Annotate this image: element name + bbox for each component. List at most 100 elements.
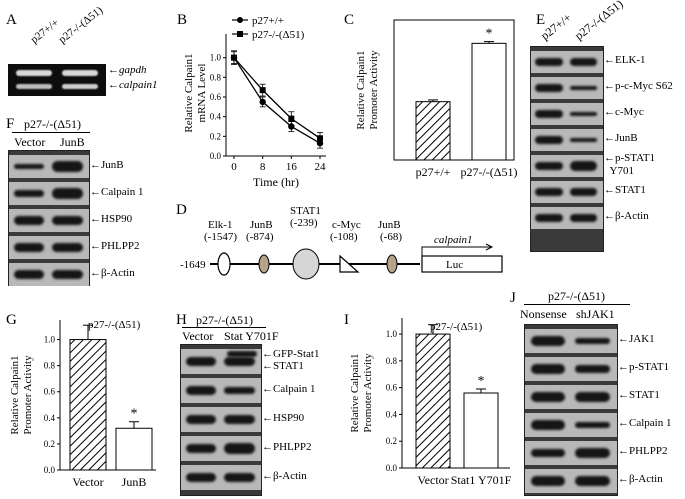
panel-j-strip-5	[525, 441, 617, 465]
panel-e-strip-6	[531, 181, 603, 203]
panel-j-blot	[524, 324, 618, 496]
panel-f-band-3-1	[13, 215, 45, 226]
panel-e-band-4-1	[535, 136, 563, 144]
panel-i-ylabel-1: Relative Calpain1	[349, 353, 361, 432]
panel-label-i: I	[344, 312, 349, 328]
panel-label-j: J	[510, 290, 516, 306]
panel-b-legend-1: p27+/+	[252, 15, 284, 27]
panel-e-label-5: ←p-STAT1	[604, 152, 656, 164]
elk1-site	[217, 252, 231, 276]
panel-e-strip-2	[531, 77, 603, 99]
panel-g-bar-1	[69, 339, 107, 471]
panel-f-band-4-2	[52, 242, 83, 253]
panel-e-label-3: ←c-Myc	[604, 106, 644, 118]
panel-j-band-5-1	[530, 448, 566, 458]
panel-c-category-2: p27-/-(Δ51)	[460, 165, 517, 179]
panel-j-strip-6	[525, 469, 617, 493]
panel-c-ylabel-2: Promoter Activity	[368, 50, 380, 130]
panel-b-ytick-3: 0.6	[210, 92, 222, 102]
panel-b-line-chart: 0.0 0.2 0.4 0.6 0.8 1.0 0 8 16 24 Time (hr) Relativ…	[183, 15, 326, 189]
panel-g-ylabel-2: Promoter Activity	[22, 355, 34, 435]
panel-h-header: p27-/-(Δ51)	[196, 313, 254, 327]
panel-j-strip-1	[525, 329, 617, 353]
panel-f-band-3-2	[52, 215, 83, 226]
panel-b-ytick-4: 0.8	[210, 72, 222, 82]
panel-f-label-3: ←HSP90	[90, 212, 133, 225]
panel-e-blot	[530, 46, 604, 252]
panel-e-band-7-1	[535, 214, 563, 222]
site-junb2-pos: (-68)	[380, 231, 402, 243]
panel-j-strip-4	[525, 413, 617, 437]
panel-e-band-3-2	[569, 111, 598, 117]
panel-h-band-2-1	[185, 385, 217, 396]
panel-h-band-3-1	[185, 414, 217, 425]
panel-b-point-2-1	[231, 54, 237, 61]
panel-b-ytick-5: 1.0	[210, 53, 222, 63]
panel-g-star: *	[131, 407, 138, 422]
panel-h-strip-1	[181, 349, 261, 374]
panel-j-col-2: shJAK1	[576, 307, 615, 321]
panel-g-bar-chart: 0.0 0.2 0.4 0.6 0.8 1.0 Vector JunB * Relative Ca…	[9, 319, 156, 489]
panel-e-strip-4	[531, 129, 603, 151]
panel-g-ytick-1: 0.2	[44, 439, 55, 449]
panel-j-band-3-2	[574, 392, 610, 402]
panel-f-strip-1	[9, 155, 89, 178]
site-elk1-pos: (-1547)	[204, 231, 237, 243]
panel-b-xtick-0: 0	[231, 161, 237, 173]
panel-h-strip-3	[181, 407, 261, 432]
panel-e-label-1: ←ELK-1	[604, 54, 646, 66]
panel-g-ylabel-1: Relative Calpain1	[9, 355, 21, 434]
panel-h-band-4-2	[224, 443, 255, 454]
panel-f-strip-2	[9, 182, 89, 205]
panel-i-ylabel-2: Promoter Activity	[362, 353, 374, 433]
panel-g-ytick-5: 1.0	[44, 335, 56, 345]
panel-e-label-8: ←β-Actin	[604, 210, 649, 222]
panel-label-a: A	[6, 12, 17, 28]
panel-e-band-2-1	[535, 84, 563, 92]
site-cmyc-pos: (-108)	[330, 231, 358, 243]
panel-j-band-4-1	[530, 420, 566, 430]
panel-h-label-1: ←GFP-Stat1	[262, 347, 320, 360]
panel-e-band-1-2	[569, 57, 598, 67]
panel-f-label-2: ←Calpain 1	[90, 185, 144, 198]
panel-j-band-3-1	[530, 392, 566, 402]
panel-j-label-4: ←Calpain 1	[618, 417, 672, 429]
panel-f-band-2-2	[52, 188, 83, 199]
panel-i-inset: p27-/-(Δ51)	[430, 321, 483, 333]
panel-j-strip-2	[525, 357, 617, 381]
panel-h-col-2: Stat Y701F	[224, 329, 279, 343]
panel-h-band-5-2	[224, 472, 255, 483]
panel-i-ytick-4: 0.8	[386, 356, 398, 366]
panel-b-xtick-2: 16	[286, 161, 298, 173]
panel-e-label-7: ←STAT1	[604, 184, 646, 196]
panel-b-ytick-1: 0.2	[210, 131, 221, 141]
panel-b-ylabel-1: Relative Calpain1	[183, 53, 195, 132]
panel-e-band-1-1	[535, 57, 563, 67]
panel-h-label-2: ←STAT1	[262, 359, 304, 372]
panel-f-header: p27-/-(Δ51)	[24, 117, 82, 131]
panel-e-band-7-2	[569, 214, 598, 222]
panel-h-label-4: ←HSP90	[262, 411, 305, 424]
panel-j-band-1-1	[530, 335, 566, 347]
panel-i-category-1: Vector	[417, 473, 448, 487]
panel-b-xtick-1: 8	[260, 161, 266, 173]
panel-i-ytick-3: 0.6	[386, 383, 398, 393]
panel-e-strip-1	[531, 51, 603, 73]
panel-f-band-2-1	[13, 190, 45, 197]
panel-h-col-1: Vector	[182, 329, 214, 343]
panel-e-band-4-2	[569, 137, 598, 143]
panel-c-ylabel-1: Relative Calpain1	[355, 50, 367, 129]
panel-b-ytick-0: 0.0	[210, 151, 222, 161]
panel-f-strip-4	[9, 236, 89, 259]
luc-box	[421, 255, 503, 273]
panel-j-label-6: ←β-Actin	[618, 473, 663, 485]
panel-e-col-2: p27-/-(Δ51)	[571, 0, 626, 43]
panel-label-f: F	[6, 116, 15, 132]
panel-b-point-2-3	[288, 115, 295, 122]
panel-g-category-2: JunB	[122, 475, 147, 489]
panel-j-band-2-2	[574, 364, 610, 374]
panel-e-band-6-2	[569, 187, 598, 197]
panel-f-label-1: ←JunB	[90, 158, 124, 171]
site-elk1-name: Elk-1	[208, 219, 232, 231]
panel-b-point-2-2	[259, 87, 266, 94]
